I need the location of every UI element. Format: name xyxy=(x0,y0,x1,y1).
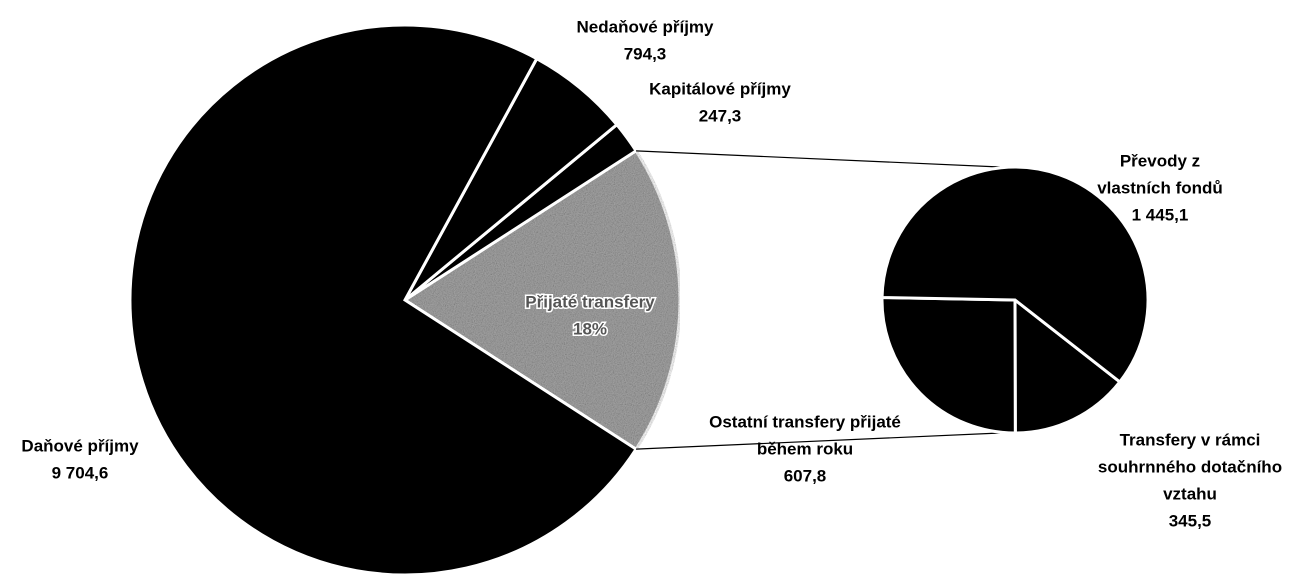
data-label: Přijaté transfery xyxy=(525,292,655,311)
connector xyxy=(636,432,1001,450)
data-label: Nedaňové příjmy xyxy=(577,17,715,36)
data-label: Transfery v rámci xyxy=(1120,430,1261,449)
data-label: 794,3 xyxy=(624,44,667,63)
data-label: souhrnného dotačního xyxy=(1098,457,1282,476)
data-label: 247,3 xyxy=(699,106,742,125)
pie-slice xyxy=(880,165,1150,384)
pie-slice xyxy=(1013,296,1122,435)
pie-slice xyxy=(402,148,682,452)
pie-slice xyxy=(880,295,1017,435)
data-label: vlastních fondů xyxy=(1097,178,1223,197)
data-label: 607,8 xyxy=(784,466,827,485)
data-label: Daňové příjmy xyxy=(21,436,139,455)
data-label: Ostatní transfery přijaté xyxy=(709,412,901,431)
data-label: vztahu xyxy=(1163,484,1217,503)
pie-slice xyxy=(128,23,639,576)
connector xyxy=(636,150,1001,168)
data-label: 18% xyxy=(573,319,607,338)
data-label: během roku xyxy=(757,439,853,458)
data-label: 345,5 xyxy=(1169,511,1212,530)
data-label: 1 445,1 xyxy=(1132,205,1189,224)
data-label: Převody z xyxy=(1120,151,1200,170)
data-label: Kapitálové příjmy xyxy=(649,79,791,98)
data-label: 9 704,6 xyxy=(52,463,109,482)
